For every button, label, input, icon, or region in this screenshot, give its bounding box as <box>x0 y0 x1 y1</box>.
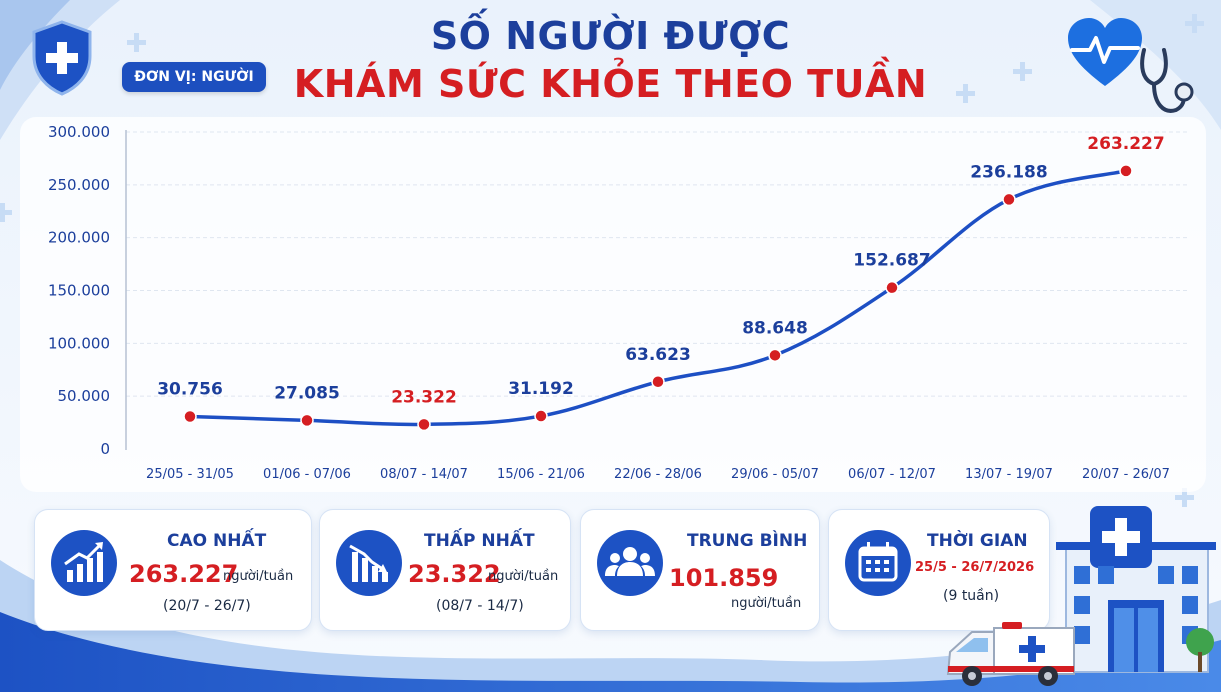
data-point <box>300 413 314 428</box>
stethoscope-icon <box>1140 48 1194 113</box>
data-point <box>534 409 548 423</box>
card-time-range: 25/5 - 26/7/2026 <box>915 560 1035 575</box>
card-min-unit: người/tuần <box>488 569 559 584</box>
card-time: THỜI GIAN 25/5 - 26/7/2026 (9 tuần) <box>828 509 1050 631</box>
data-point <box>183 409 197 424</box>
card-average-unit: người/tuần <box>731 596 802 611</box>
series-line <box>188 169 1128 427</box>
shield-cross-icon <box>32 20 92 96</box>
card-min: THẤP NHẤT 23.322 người/tuần (08/7 - 14/7… <box>319 509 571 631</box>
hospital-icon <box>1056 506 1216 673</box>
heart-pulse-icon <box>1068 18 1142 86</box>
card-max-title: CAO NHẤT <box>167 531 267 551</box>
card-min-range: (08/7 - 14/7) <box>436 598 524 614</box>
y-tick-label: 150.000 <box>48 282 110 300</box>
data-label: 88.648 <box>742 318 808 338</box>
chart-title-line1: SỐ NGƯỜI ĐƯỢC <box>430 14 791 58</box>
card-max-range: (20/7 - 26/7) <box>163 598 251 614</box>
card-time-title: THỜI GIAN <box>927 531 1028 551</box>
calendar-icon <box>845 530 911 596</box>
data-point <box>651 375 665 389</box>
card-max: CAO NHẤT 263.227 người/tuần (20/7 - 26/7… <box>34 509 312 631</box>
card-time-weeks: (9 tuần) <box>943 588 1000 604</box>
card-average-title: TRUNG BÌNH <box>687 531 808 551</box>
x-tick-label: 08/07 - 14/07 <box>380 467 468 482</box>
x-tick-label: 25/05 - 31/05 <box>146 467 234 482</box>
x-tick-label: 15/06 - 21/06 <box>497 467 585 482</box>
x-tick-label: 22/06 - 28/06 <box>614 467 702 482</box>
x-tick-label: 01/06 - 07/06 <box>263 467 351 482</box>
chart-panel <box>20 117 1206 492</box>
y-tick-label: 250.000 <box>48 176 110 194</box>
trend-up-chart-icon <box>51 530 117 596</box>
card-max-unit: người/tuần <box>223 569 294 584</box>
data-label: 31.192 <box>508 379 574 399</box>
data-label: 263.227 <box>1087 134 1164 154</box>
x-tick-label: 20/07 - 26/07 <box>1082 467 1170 482</box>
chart-title-line2: KHÁM SỨC KHỎE THEO TUẦN <box>293 62 928 106</box>
x-tick-label: 13/07 - 19/07 <box>965 467 1053 482</box>
x-tick-label: 06/07 - 12/07 <box>848 467 936 482</box>
card-average-value: 101.859 <box>669 564 779 592</box>
y-tick-label: 300.000 <box>48 123 110 141</box>
y-tick-label: 0 <box>100 440 110 458</box>
data-point <box>1002 192 1016 207</box>
y-tick-label: 50.000 <box>58 387 111 405</box>
data-point <box>885 280 899 295</box>
card-max-value: 263.227 <box>129 560 239 588</box>
data-label: 152.687 <box>853 251 930 271</box>
card-average: TRUNG BÌNH 101.859 người/tuần <box>580 509 820 631</box>
data-label: 23.322 <box>391 387 457 407</box>
x-tick-label: 29/06 - 05/07 <box>731 467 819 482</box>
unit-badge: ĐƠN VỊ: NGƯỜI <box>122 62 266 92</box>
card-min-title: THẤP NHẤT <box>424 531 535 551</box>
data-label: 63.623 <box>625 345 691 365</box>
data-point <box>768 348 782 363</box>
data-label: 236.188 <box>970 162 1047 182</box>
data-point <box>1119 164 1133 178</box>
trend-down-chart-icon <box>336 530 402 596</box>
ambulance-icon <box>946 622 1075 686</box>
people-group-icon <box>597 530 663 596</box>
data-label: 27.085 <box>274 383 340 403</box>
data-label: 30.756 <box>157 380 223 400</box>
card-min-value: 23.322 <box>408 560 501 588</box>
y-tick-label: 100.000 <box>48 334 110 352</box>
data-point <box>417 417 431 432</box>
y-tick-label: 200.000 <box>48 229 110 247</box>
